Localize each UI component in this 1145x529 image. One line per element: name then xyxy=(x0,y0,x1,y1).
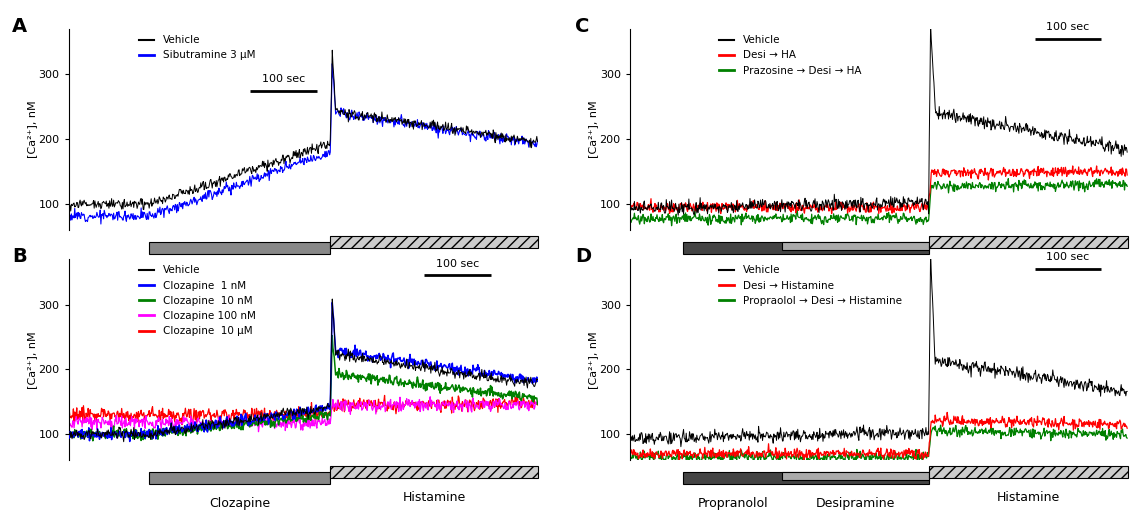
Bar xyxy=(682,242,929,254)
Text: 100 sec: 100 sec xyxy=(436,259,480,269)
Bar xyxy=(929,236,1128,248)
Text: Histamine: Histamine xyxy=(996,491,1060,504)
Bar xyxy=(782,472,929,480)
Y-axis label: [Ca²⁺], nM: [Ca²⁺], nM xyxy=(589,101,598,158)
Legend: Vehicle, Clozapine  1 nM, Clozapine  10 nM, Clozapine 100 nM, Clozapine  10 μM: Vehicle, Clozapine 1 nM, Clozapine 10 nM… xyxy=(134,261,260,340)
Legend: Vehicle, Desi → Histamine, Propraolol → Desi → Histamine: Vehicle, Desi → Histamine, Propraolol → … xyxy=(714,261,906,310)
Text: Desipramine: Desipramine xyxy=(816,497,895,510)
Bar xyxy=(929,466,1128,478)
Text: Clozapine: Clozapine xyxy=(210,497,270,510)
Bar xyxy=(149,242,330,254)
Text: C: C xyxy=(575,17,590,36)
Bar xyxy=(682,472,929,485)
Bar xyxy=(149,472,330,485)
Text: Propranolol: Propranolol xyxy=(697,497,768,510)
Bar xyxy=(330,236,538,248)
Y-axis label: [Ca²⁺], nM: [Ca²⁺], nM xyxy=(27,331,37,388)
Text: Sibutramine: Sibutramine xyxy=(202,267,278,280)
Text: B: B xyxy=(13,247,27,266)
Text: Histamine: Histamine xyxy=(403,491,466,504)
Text: Desipramine: Desipramine xyxy=(816,267,895,280)
Legend: Vehicle, Sibutramine 3 μM: Vehicle, Sibutramine 3 μM xyxy=(134,31,259,65)
Bar xyxy=(330,466,538,478)
Text: Histamine: Histamine xyxy=(403,261,466,274)
Text: Prazosine: Prazosine xyxy=(703,267,763,280)
Y-axis label: [Ca²⁺], nM: [Ca²⁺], nM xyxy=(27,101,37,158)
Y-axis label: [Ca²⁺], nM: [Ca²⁺], nM xyxy=(589,331,598,388)
Text: Histamine: Histamine xyxy=(996,261,1060,274)
Text: 100 sec: 100 sec xyxy=(1047,22,1090,32)
Legend: Vehicle, Desi → HA, Prazosine → Desi → HA: Vehicle, Desi → HA, Prazosine → Desi → H… xyxy=(714,31,866,80)
Text: 100 sec: 100 sec xyxy=(262,74,305,84)
Text: A: A xyxy=(13,17,27,36)
Text: D: D xyxy=(575,247,591,266)
Bar xyxy=(782,242,929,250)
Text: 100 sec: 100 sec xyxy=(1047,252,1090,262)
